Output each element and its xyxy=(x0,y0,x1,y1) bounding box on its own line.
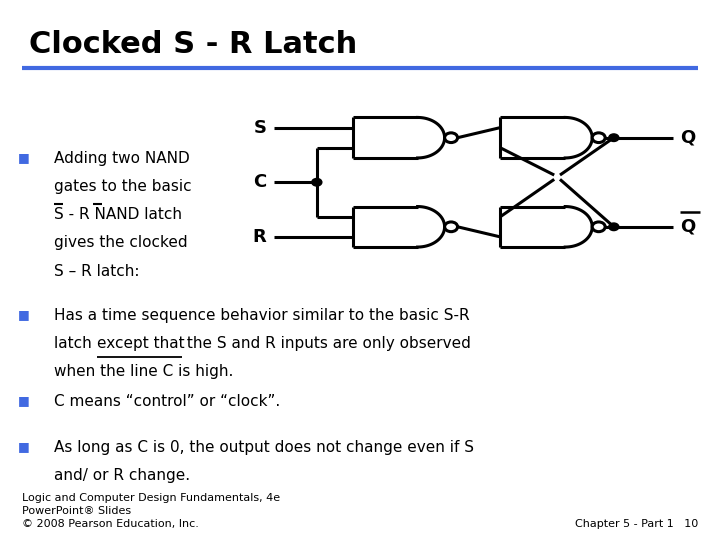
Circle shape xyxy=(445,133,458,143)
Text: Logic and Computer Design Fundamentals, 4e
PowerPoint® Slides
© 2008 Pearson Edu: Logic and Computer Design Fundamentals, … xyxy=(22,493,280,529)
Text: when the line C is high.: when the line C is high. xyxy=(54,364,233,379)
Text: Adding two NAND: Adding two NAND xyxy=(54,151,190,166)
Text: the S and R inputs are only observed: the S and R inputs are only observed xyxy=(182,336,471,351)
Text: ■: ■ xyxy=(18,440,30,453)
Text: ■: ■ xyxy=(18,151,30,164)
Text: except that: except that xyxy=(97,336,185,351)
Text: Q: Q xyxy=(680,218,696,236)
Text: Q: Q xyxy=(680,129,696,147)
Text: As long as C is 0, the output does not change even if S: As long as C is 0, the output does not c… xyxy=(54,440,474,455)
Circle shape xyxy=(609,223,619,231)
Circle shape xyxy=(593,133,606,143)
Text: Has a time sequence behavior similar to the basic S-R: Has a time sequence behavior similar to … xyxy=(54,308,469,323)
Circle shape xyxy=(445,222,458,232)
Text: Chapter 5 - Part 1   10: Chapter 5 - Part 1 10 xyxy=(575,519,698,529)
Text: ■: ■ xyxy=(18,308,30,321)
Text: R: R xyxy=(253,228,266,246)
Circle shape xyxy=(593,222,606,232)
Text: S: S xyxy=(253,119,266,137)
Text: gives the clocked: gives the clocked xyxy=(54,235,188,251)
Text: gates to the basic: gates to the basic xyxy=(54,179,192,194)
Circle shape xyxy=(312,178,322,186)
Text: and/ or R change.: and/ or R change. xyxy=(54,468,190,483)
Text: latch: latch xyxy=(54,336,96,351)
Text: C: C xyxy=(253,173,266,191)
Text: Clocked S - R Latch: Clocked S - R Latch xyxy=(29,30,357,59)
Text: S - R NAND latch: S - R NAND latch xyxy=(54,207,182,222)
Text: C means “control” or “clock”.: C means “control” or “clock”. xyxy=(54,394,280,409)
Text: S – R latch:: S – R latch: xyxy=(54,264,140,279)
Circle shape xyxy=(609,134,619,141)
Text: ■: ■ xyxy=(18,394,30,407)
